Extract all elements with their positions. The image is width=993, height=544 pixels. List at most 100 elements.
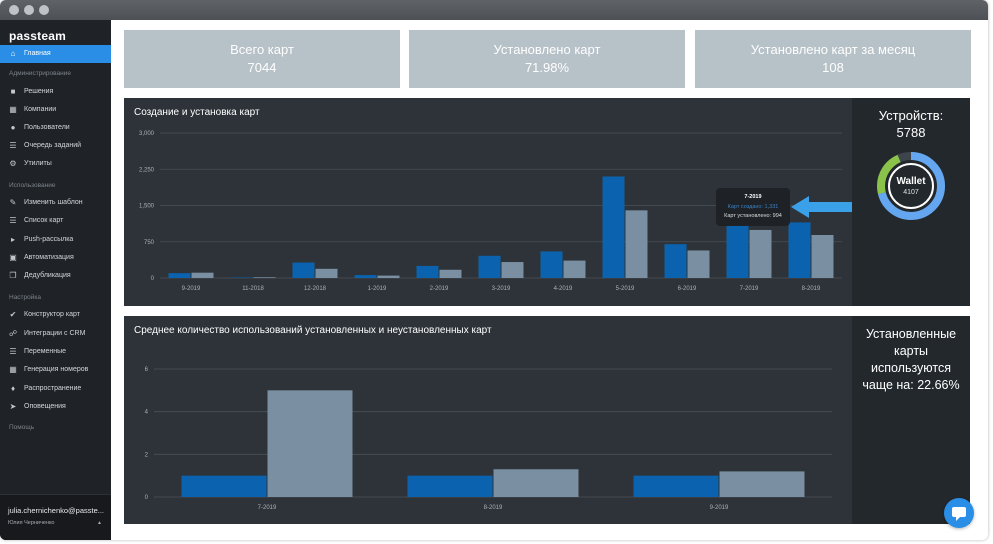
wallet-count: 4107 [903, 189, 919, 196]
window-close-icon[interactable] [9, 5, 19, 15]
x-tick-label: 1-2019 [368, 286, 387, 292]
sidebar-item-label: Генерация номеров [24, 366, 89, 373]
devices-panel: Устройств: 5788 Wallet 4107 [852, 98, 970, 306]
sidebar-item-edit-template[interactable]: ✎ Изменить шаблон [0, 194, 111, 212]
bar-series-1 [788, 222, 811, 278]
sidebar-item-card-list[interactable]: ☰ Список карт [0, 212, 111, 230]
window-titlebar [0, 0, 988, 20]
sidebar-item-notifications[interactable]: ➤ Оповещения [0, 398, 111, 416]
y-tick-label: 4 [145, 410, 149, 416]
caret-up-icon[interactable]: ▲ [97, 520, 102, 526]
usage-panel: Среднее количество использований установ… [124, 316, 970, 524]
bar-series-2 [439, 269, 462, 278]
sidebar-item-label: Дедубликация [24, 272, 71, 279]
sidebar-item-home[interactable]: ⌂ Главная [0, 45, 111, 63]
sidebar-item-card-builder[interactable]: ✔ Конструктор карт [0, 306, 111, 324]
logo[interactable]: passteam [9, 29, 66, 43]
x-tick-label: 8-2019 [484, 505, 503, 511]
sidebar-item-utilities[interactable]: ⚙ Утилиты [0, 155, 111, 173]
sidebar-item-label: Конструктор карт [24, 311, 80, 318]
sidebar-item-label: Очередь заданий [24, 142, 82, 149]
sidebar-item-companies[interactable]: ▦ Компании [0, 101, 111, 119]
sidebar-item-number-gen[interactable]: ▦ Генерация номеров [0, 361, 111, 379]
x-tick-label: 4-2019 [554, 286, 573, 292]
y-tick-label: 3,000 [139, 131, 155, 137]
stat-card-installed: Установлено карт 71.98% [409, 30, 685, 88]
y-tick-label: 2 [145, 452, 149, 458]
sidebar-item-solutions[interactable]: ■ Решения [0, 83, 111, 101]
tooltip-created: Карт создано: 1,331 [727, 204, 779, 210]
bar-series-1 [181, 475, 267, 497]
sidebar-item-distribution[interactable]: ♦ Распространение [0, 380, 111, 398]
copy-icon: ❐ [9, 271, 17, 280]
sidebar-item-label: Утилиты [24, 160, 52, 167]
sidebar-item-push[interactable]: ▸ Push-рассылка [0, 231, 111, 249]
usage-comparison-text: Установленные карты используются чаще на… [862, 327, 960, 392]
sidebar-section-admin: Администрирование [9, 70, 71, 77]
x-tick-label: 3-2019 [492, 286, 511, 292]
bar-series-2 [253, 277, 276, 278]
main-content: Всего карт 7044 Установлено карт 71.98% … [111, 20, 988, 540]
send-icon: ➤ [9, 402, 17, 411]
sidebar-item-label: Интеграции с CRM [24, 330, 86, 337]
y-tick-label: 750 [144, 240, 155, 246]
tooltip-installed: Карт установлено: 994 [724, 213, 782, 219]
sidebar-item-label: Главная [24, 50, 51, 57]
x-tick-label: 7-2019 [258, 505, 277, 511]
y-tick-label: 6 [145, 367, 149, 373]
sidebar-item-users[interactable]: ● Пользователи [0, 119, 111, 137]
bar-series-2 [625, 210, 648, 278]
bar-series-2 [563, 260, 586, 278]
y-tick-label: 2,250 [139, 167, 155, 173]
bar-series-2 [267, 390, 353, 497]
bar-series-1 [726, 213, 749, 278]
bar-series-2 [493, 469, 579, 497]
x-tick-label: 12-2018 [304, 286, 327, 292]
devices-count: 5788 [896, 125, 926, 140]
stat-label: Установлено карт за месяц [750, 42, 916, 57]
user-name: Юлия Черниченко [8, 520, 55, 526]
sidebar-item-label: Пользователи [24, 124, 70, 131]
bar-series-2 [719, 471, 805, 497]
stat-value: 71.98% [524, 60, 570, 75]
x-tick-label: 9-2019 [710, 505, 729, 511]
cards-creation-chart: 0 750 1,500 2,250 3,000 9-2019 11-2018 12-2018 1… [139, 131, 842, 292]
bar-series-2 [315, 268, 338, 278]
bar-series-1 [354, 275, 377, 278]
bar-series-2 [687, 250, 710, 278]
window-maximize-icon[interactable] [39, 5, 49, 15]
bar-series-2 [501, 262, 524, 278]
sidebar-item-label: Компании [24, 106, 57, 113]
sidebar-item-automation[interactable]: ▣ Автоматизация [0, 249, 111, 267]
sidebar-item-label: Оповещения [24, 403, 66, 410]
y-tick-label: 0 [151, 276, 155, 282]
sidebar-item-label: Список карт [24, 217, 64, 224]
home-icon: ⌂ [10, 49, 16, 58]
megaphone-icon: ▸ [10, 235, 15, 244]
sidebar-section-usage: Использование [9, 182, 56, 189]
bar-series-1 [407, 475, 493, 497]
chat-button[interactable] [944, 498, 974, 528]
x-tick-label: 6-2019 [678, 286, 697, 292]
user-email: julia.chernichenko@passte... [8, 506, 104, 515]
list-icon: ☰ [9, 141, 17, 150]
devices-donut-chart: Wallet 4107 [877, 152, 945, 220]
x-tick-label: 8-2019 [802, 286, 821, 292]
wallet-label: Wallet [896, 176, 926, 187]
sidebar-item-job-queue[interactable]: ☰ Очередь заданий [0, 137, 111, 155]
user-menu[interactable]: julia.chernichenko@passte... Юлия Чернич… [0, 494, 111, 540]
x-tick-label: 2-2019 [430, 286, 449, 292]
sidebar-item-crm[interactable]: ☍ Интеграции с CRM [0, 325, 111, 343]
y-tick-label: 0 [145, 495, 149, 501]
bar-series-2 [377, 275, 400, 278]
devices-title: Устройств: [878, 108, 944, 123]
sidebar-item-dedup[interactable]: ❐ Дедубликация [0, 267, 111, 285]
list-icon: ☰ [9, 347, 17, 356]
sidebar-item-variables[interactable]: ☰ Переменные [0, 343, 111, 361]
sidebar: passteam ⌂ Главная Администрирование ■ Р… [0, 20, 111, 540]
sidebar-section-help[interactable]: Помощь [9, 424, 35, 431]
stat-value: 7044 [247, 60, 277, 75]
x-tick-label: 7-2019 [740, 286, 759, 292]
window-minimize-icon[interactable] [24, 5, 34, 15]
wrench-icon: ✔ [9, 310, 17, 319]
